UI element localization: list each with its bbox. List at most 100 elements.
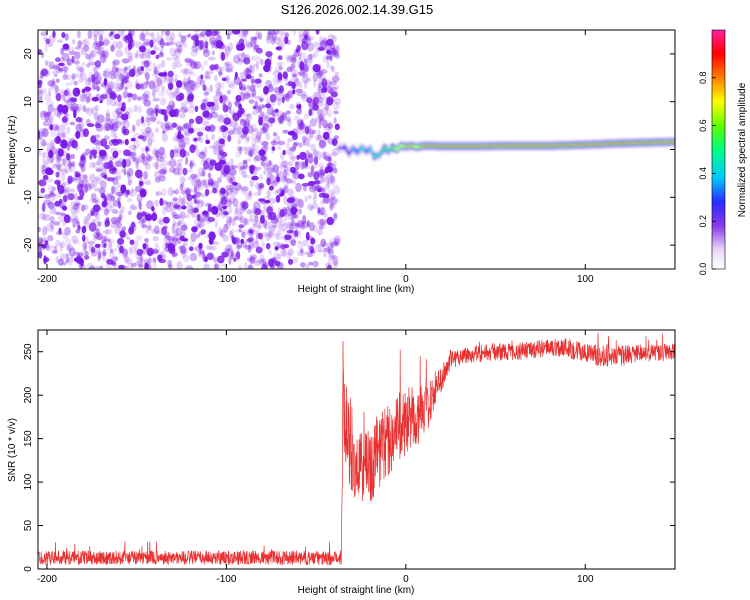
noise-blob: [134, 41, 143, 49]
noise-blob: [49, 139, 55, 148]
ridge-cell: [398, 146, 401, 148]
ridge-cell: [400, 145, 403, 147]
noise-blob: [306, 42, 315, 52]
noise-blob: [42, 141, 49, 146]
ridge-cell: [430, 145, 433, 147]
ridge-cell: [388, 149, 391, 151]
noise-blob: [244, 192, 250, 202]
noise-blob: [167, 70, 174, 78]
noise-blob: [93, 154, 97, 159]
noise-blob: [304, 34, 308, 40]
noise-blob: [181, 123, 187, 132]
noise-blob: [207, 178, 214, 186]
noise-blob: [82, 38, 91, 47]
noise-blob: [279, 218, 287, 227]
noise-blob: [162, 216, 170, 224]
noise-blob: [109, 45, 115, 51]
noise-blob: [276, 253, 282, 260]
noise-blob: [139, 253, 143, 263]
noise-blob: [173, 252, 178, 257]
ridge-cell: [598, 143, 601, 145]
noise-blob: [249, 166, 254, 175]
noise-blob: [217, 124, 222, 134]
noise-blob: [171, 122, 178, 128]
noise-blob: [329, 80, 338, 86]
ridge-cell: [542, 145, 545, 147]
noise-blob: [66, 162, 75, 167]
noise-blob: [192, 225, 198, 234]
noise-blob: [159, 162, 163, 169]
noise-blob: [329, 196, 335, 206]
noise-blob: [95, 208, 100, 216]
noise-blob: [289, 103, 295, 110]
noise-blob: [241, 118, 246, 123]
noise-blob: [137, 135, 145, 140]
noise-blob: [248, 229, 254, 234]
noise-blob: [104, 118, 112, 124]
noise-blob: [330, 178, 336, 186]
colorbar-tick-label: 0.0: [698, 263, 708, 276]
noise-blob: [283, 208, 288, 217]
noise-blob: [286, 141, 290, 150]
noise-blob: [134, 169, 143, 179]
noise-blob: [130, 262, 137, 268]
noise-blob: [113, 200, 118, 207]
noise-blob: [184, 130, 192, 136]
noise-blob: [260, 215, 265, 224]
noise-blob: [310, 247, 316, 256]
noise-blob: [241, 170, 247, 179]
noise-blob: [202, 211, 210, 216]
noise-blob: [117, 237, 125, 245]
noise-blob: [155, 191, 163, 196]
noise-blob: [60, 130, 67, 140]
noise-blob: [135, 78, 139, 88]
noise-blob: [75, 72, 79, 78]
ridge-cell: [337, 147, 339, 150]
noise-blob: [190, 232, 197, 242]
noise-blob: [75, 173, 81, 178]
noise-blob: [116, 40, 123, 50]
noise-blob: [205, 215, 213, 225]
noise-blob: [135, 83, 142, 90]
noise-blob: [130, 137, 136, 142]
noise-blob: [328, 89, 334, 94]
noise-blob: [303, 58, 308, 65]
noise-blob: [58, 200, 64, 209]
noise-blob: [121, 112, 129, 122]
noise-blob: [298, 142, 303, 148]
noise-blob: [253, 192, 260, 197]
noise-blob: [226, 175, 232, 184]
noise-blob: [102, 194, 109, 199]
noise-blob: [306, 203, 314, 211]
noise-blob: [38, 49, 43, 54]
noise-blob: [113, 71, 119, 79]
noise-blob: [191, 213, 197, 218]
noise-blob: [140, 83, 144, 90]
noise-blob: [146, 107, 155, 116]
noise-blob: [270, 164, 276, 173]
noise-blob: [38, 192, 43, 199]
noise-blob: [147, 257, 152, 264]
noise-blob: [308, 185, 317, 193]
noise-blob: [169, 167, 176, 173]
noise-blob: [108, 251, 116, 258]
noise-blob: [202, 110, 210, 118]
ridge-cell: [384, 147, 387, 149]
noise-blob: [252, 222, 258, 227]
noise-blob: [312, 64, 321, 73]
noise-blob: [118, 73, 126, 82]
noise-blob: [182, 242, 188, 247]
noise-blob: [61, 205, 68, 211]
noise-blob: [58, 164, 63, 172]
noise-blob: [218, 66, 226, 72]
noise-blob: [323, 213, 328, 218]
noise-blob: [214, 30, 220, 35]
noise-blob: [85, 98, 90, 104]
noise-blob: [262, 104, 266, 109]
ridge-cell: [341, 147, 344, 149]
noise-blob: [180, 35, 187, 44]
colorbar-gradient: [711, 29, 726, 270]
noise-blob: [178, 197, 184, 206]
noise-blob: [246, 67, 250, 74]
noise-blob: [189, 84, 196, 91]
